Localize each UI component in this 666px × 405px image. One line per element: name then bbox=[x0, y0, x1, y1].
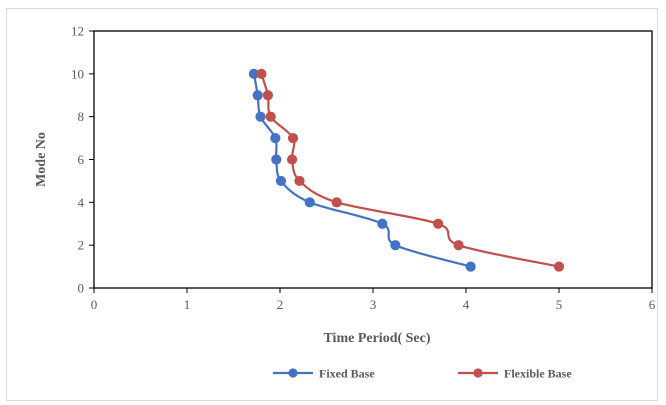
data-point-flexible-base bbox=[256, 68, 267, 79]
data-point-fixed-base bbox=[377, 218, 388, 229]
data-point-fixed-base bbox=[304, 197, 315, 208]
data-point-flexible-base bbox=[331, 197, 342, 208]
data-point-flexible-base bbox=[287, 132, 299, 144]
y-tick-label: 6 bbox=[78, 152, 85, 167]
chart-frame: 0 1 2 3 4 5 6 0 2 4 6 8 10 12 Time Period( Sec) Mode … bbox=[6, 8, 658, 401]
x-tick-label: 3 bbox=[370, 297, 377, 312]
y-tick-label: 2 bbox=[78, 238, 85, 253]
x-tick-label: 1 bbox=[184, 297, 191, 312]
data-point-fixed-base bbox=[270, 132, 281, 144]
data-point-flexible-base bbox=[265, 111, 276, 122]
data-point-fixed-base bbox=[275, 175, 287, 187]
x-tick-label: 6 bbox=[649, 297, 656, 312]
y-tick-label: 0 bbox=[78, 281, 85, 296]
data-point-fixed-base bbox=[252, 90, 263, 101]
data-point-flexible-base bbox=[262, 90, 274, 101]
x-tick-label: 2 bbox=[277, 297, 284, 312]
data-point-flexible-base bbox=[294, 175, 305, 187]
data-point-flexible-base bbox=[433, 218, 444, 229]
legend-label-fixed-base: Fixed Base bbox=[319, 367, 375, 381]
y-tick-label: 10 bbox=[71, 66, 84, 81]
data-point-fixed-base bbox=[255, 111, 266, 122]
y-tick-label: 4 bbox=[78, 195, 85, 210]
legend-label-flexible-base: Flexible Base bbox=[504, 367, 572, 381]
data-point-fixed-base bbox=[465, 261, 476, 272]
y-tick-label: 12 bbox=[71, 24, 84, 39]
series-line-flexible-base bbox=[260, 73, 560, 268]
x-axis-title: Time Period( Sec) bbox=[323, 331, 430, 346]
legend-marker-flexible-base bbox=[473, 368, 483, 378]
data-point-fixed-base bbox=[271, 154, 282, 165]
data-point-flexible-base bbox=[453, 240, 464, 251]
x-tick-label: 4 bbox=[463, 297, 470, 312]
data-point-flexible-base bbox=[553, 261, 565, 272]
plot-border bbox=[93, 30, 653, 289]
series-line-fixed-base bbox=[252, 73, 471, 268]
data-point-flexible-base bbox=[286, 154, 298, 165]
x-tick-label: 0 bbox=[91, 297, 98, 312]
x-tick-label: 5 bbox=[556, 297, 563, 312]
legend: Fixed Base Flexible Base bbox=[273, 367, 572, 381]
legend-marker-fixed-base bbox=[288, 368, 298, 378]
data-point-fixed-base bbox=[390, 240, 401, 251]
y-tick-label: 8 bbox=[78, 109, 85, 124]
y-axis-title: Mode No bbox=[34, 132, 49, 187]
